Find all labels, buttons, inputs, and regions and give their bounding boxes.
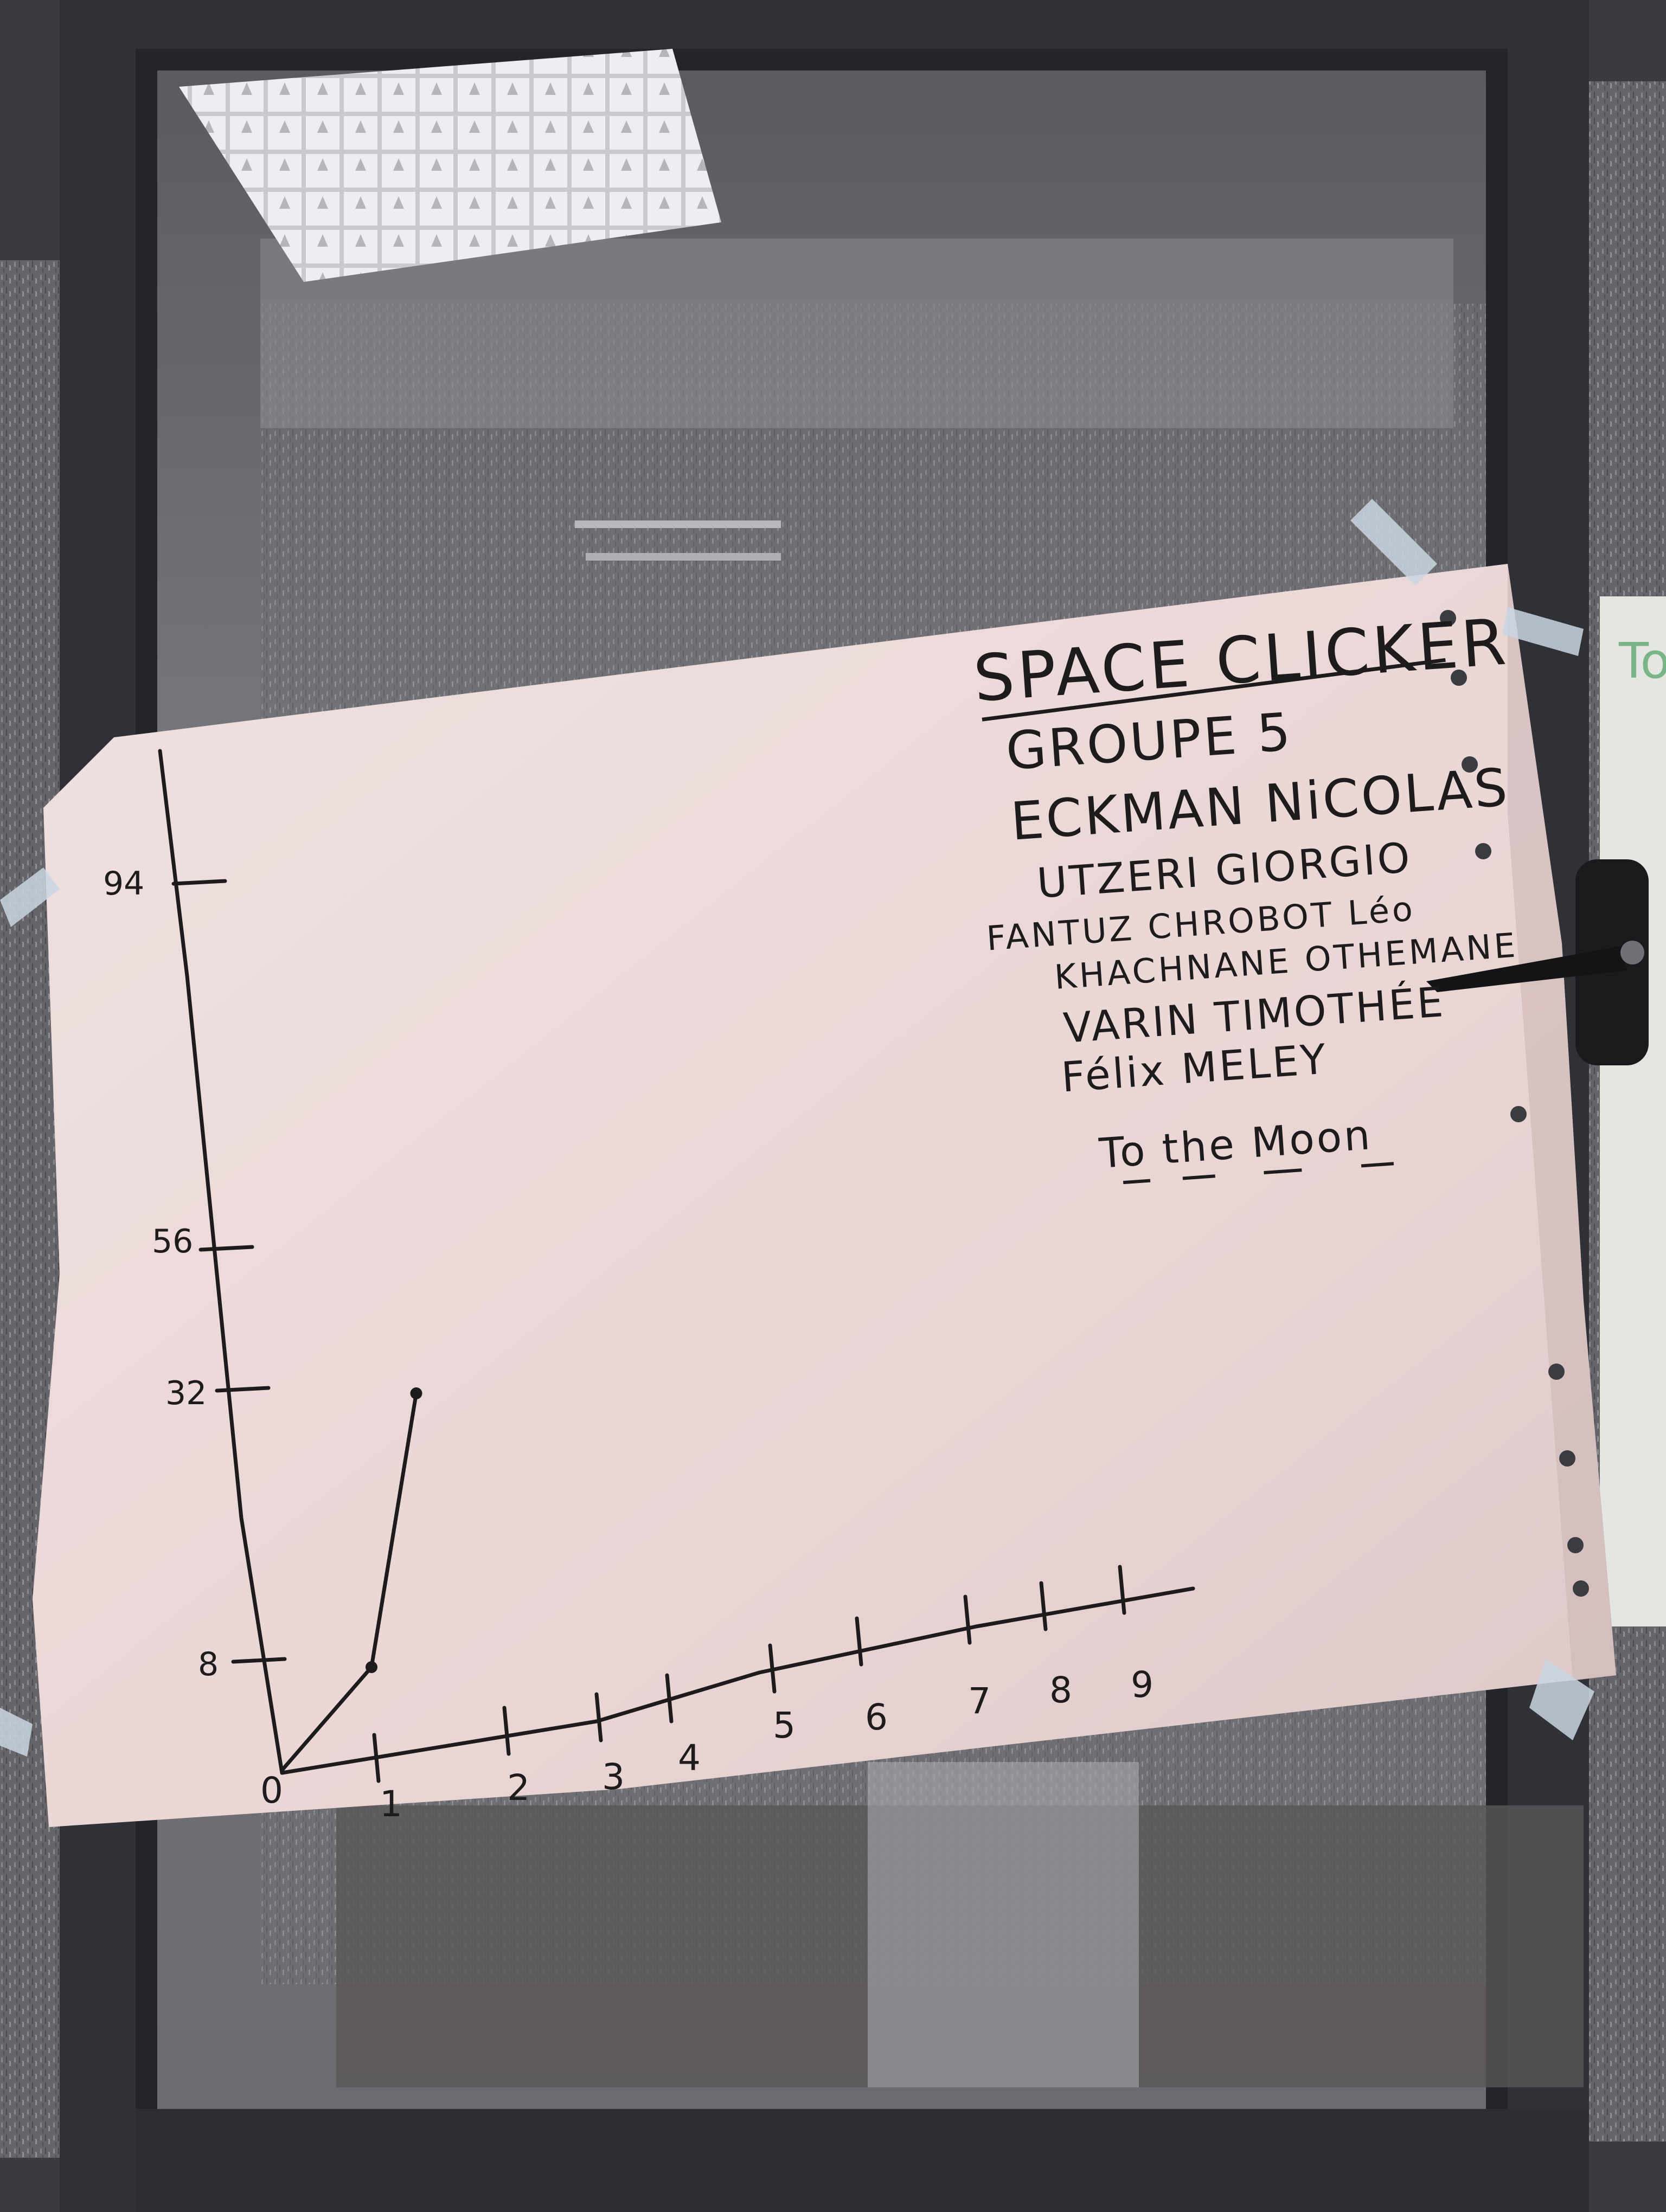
tape-piece	[0, 867, 60, 927]
punch-hole	[1567, 1537, 1584, 1553]
left-window-pane	[0, 260, 65, 2158]
punch-hole	[1475, 843, 1491, 859]
series-points	[366, 1387, 422, 1673]
x-tick-label: 0	[260, 1770, 283, 1811]
punch-hole	[1573, 1580, 1589, 1597]
punch-hole	[1462, 756, 1478, 773]
tape-piece	[1350, 499, 1437, 586]
x-tick-mark	[855, 1616, 863, 1667]
x-tick-label: 6	[865, 1696, 888, 1738]
door-handle[interactable]	[1426, 859, 1649, 1065]
y-tick-label: 32	[165, 1374, 207, 1412]
slogan-underline	[1123, 1162, 1394, 1185]
x-tick-label: 3	[602, 1756, 625, 1798]
x-tick-mark	[665, 1673, 674, 1724]
y-tick-label: 8	[198, 1645, 219, 1683]
tape-pieces	[0, 499, 1594, 1757]
title-underline	[982, 658, 1446, 722]
tape-piece	[1529, 1659, 1594, 1740]
paper-shadow	[1508, 564, 1616, 1681]
x-tick-label: 1	[380, 1783, 402, 1825]
punch-hole	[1559, 1450, 1575, 1467]
y-tick-mark	[198, 1245, 254, 1252]
x-ticks	[372, 1565, 1126, 1783]
y-tick-mark	[171, 879, 227, 886]
tape-piece	[1502, 607, 1584, 656]
x-tick-mark	[963, 1594, 972, 1645]
y-tick-mark	[231, 1657, 287, 1664]
data-point	[410, 1387, 422, 1399]
tape-piece	[0, 1708, 33, 1757]
handle-lock-cylinder	[1620, 941, 1644, 964]
x-tick-label: 2	[507, 1767, 530, 1809]
hand-drawn-chart	[158, 749, 1195, 1783]
x-tick-label: 9	[1131, 1664, 1154, 1706]
x-tick-mark	[1039, 1581, 1048, 1631]
y-axis	[158, 749, 284, 1775]
punch-hole	[1548, 1364, 1565, 1380]
ceiling-light-reflection	[179, 49, 721, 282]
x-tick-mark	[1118, 1565, 1126, 1615]
punch-holes	[1440, 610, 1589, 1597]
y-tick-mark	[215, 1386, 271, 1393]
x-tick-mark	[372, 1733, 381, 1783]
punch-hole	[1451, 670, 1467, 686]
ceiling-reflection	[260, 239, 1453, 428]
poster-paper	[33, 564, 1616, 1827]
lower-reflection-light	[868, 1762, 1139, 2087]
fluorescent-reflection	[575, 520, 781, 528]
handle-lever[interactable]	[1426, 946, 1627, 992]
data-point	[366, 1661, 377, 1673]
x-tick-mark	[768, 1643, 777, 1694]
x-axis	[280, 1586, 1195, 1775]
neighbour-poster-letters: To	[1618, 633, 1666, 690]
bottom-rail	[136, 2109, 1589, 2212]
x-tick-label: 5	[773, 1705, 796, 1746]
neighbour-poster-edge	[1600, 596, 1666, 1626]
fluorescent-reflection-2	[586, 553, 781, 561]
punch-hole	[1440, 610, 1456, 626]
x-tick-label: 8	[1049, 1669, 1072, 1711]
x-tick-mark	[594, 1692, 603, 1742]
x-tick-label: 4	[678, 1737, 701, 1779]
x-tick-label: 7	[968, 1680, 991, 1722]
y-tick-label: 94	[103, 865, 144, 903]
punch-hole	[1510, 1106, 1527, 1122]
y-ticks	[171, 879, 287, 1664]
y-tick-label: 56	[152, 1223, 193, 1261]
x-tick-mark	[502, 1706, 511, 1756]
